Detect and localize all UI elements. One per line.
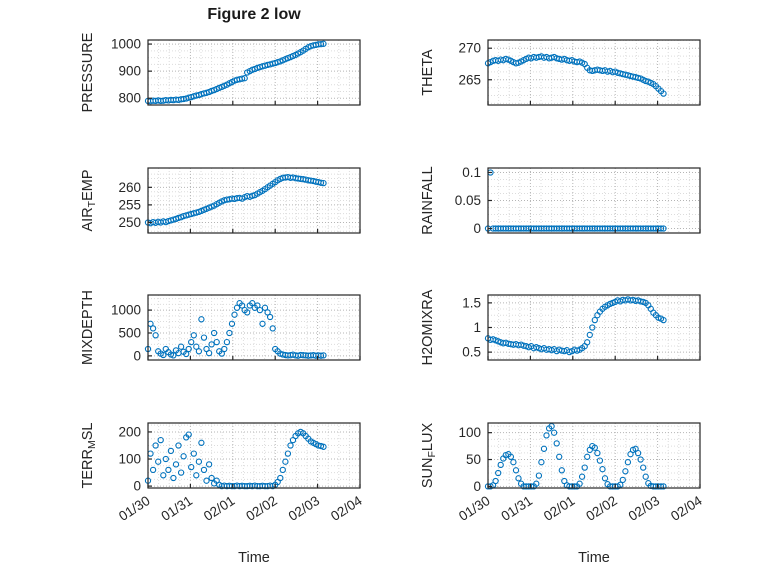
- y-tick-label: 1: [473, 320, 481, 335]
- y-axis-label-pressure: PRESSURE: [80, 32, 96, 112]
- y-tick-label: 100: [118, 452, 141, 467]
- y-axis-label-theta: THETA: [420, 49, 436, 96]
- y-tick-label: 50: [466, 452, 481, 467]
- subplot-rainfall: 0 0.05 0.1 RAINFALL: [420, 165, 701, 236]
- axes-box: [147, 167, 361, 234]
- y-tick-label: 800: [118, 91, 141, 106]
- minor-grid: [148, 423, 360, 488]
- y-tick-label: 265: [458, 72, 481, 87]
- y-tick-label: 0.1: [462, 165, 481, 180]
- figure-title: Figure 2 low: [207, 6, 301, 23]
- y-tick-label: 260: [118, 180, 141, 195]
- subplot-theta: 265 270 THETA: [420, 39, 701, 106]
- tick-marks: [487, 432, 701, 488]
- y-tick-label: 900: [118, 64, 141, 79]
- y-tick-label: 250: [118, 215, 141, 230]
- y-tick-label: 0.5: [462, 345, 481, 360]
- data-markers: [144, 300, 327, 359]
- y-tick-label: 500: [118, 325, 141, 340]
- x-tick-label: 02/02: [583, 493, 620, 524]
- y-tick-label: 0: [473, 221, 481, 236]
- y-axis-label-mixdepth: MIXDEPTH: [80, 290, 96, 365]
- tick-marks: [147, 431, 361, 488]
- x-tick-label: 01/31: [159, 493, 196, 524]
- minor-grid: [488, 168, 700, 233]
- axes-box: [147, 39, 361, 106]
- x-axis-label-right: Time: [578, 550, 610, 566]
- y-tick-label: 1000: [111, 303, 141, 318]
- x-tick-label: 02/01: [541, 493, 578, 524]
- y-tick-label: 270: [458, 41, 481, 56]
- x-tick-label: 01/30: [116, 493, 153, 524]
- y-tick-label: 0: [133, 348, 141, 363]
- x-tick-label: 02/04: [328, 493, 365, 524]
- x-tick-label: 01/31: [499, 493, 536, 524]
- y-tick-label: 0.05: [455, 193, 481, 208]
- axes-box: [147, 422, 361, 489]
- x-axis-label-left: Time: [238, 550, 270, 566]
- tick-marks: [487, 302, 701, 360]
- axes-box: [487, 422, 701, 489]
- y-tick-label: 0: [473, 479, 481, 494]
- x-tick-label: 02/03: [286, 493, 323, 524]
- y-tick-label: 200: [118, 424, 141, 439]
- y-axis-label-sun_flux: SUNFLUX: [420, 423, 438, 489]
- x-tick-label: 02/03: [626, 493, 663, 524]
- data-markers: [484, 423, 667, 490]
- y-axis-label-air_temp: AIRTEMP: [80, 169, 98, 231]
- data-markers: [144, 40, 327, 105]
- tick-marks: [487, 47, 701, 105]
- axes-box: [147, 294, 361, 361]
- y-axis-label-rainfall: RAINFALL: [420, 166, 436, 235]
- x-tick-label: 02/04: [668, 493, 705, 524]
- tick-marks: [147, 309, 361, 360]
- subplot-h2omixra: 0.5 1 1.5 H2OMIXRA: [420, 289, 701, 365]
- data-markers: [484, 53, 667, 97]
- tick-marks: [147, 43, 361, 105]
- minor-grid: [148, 168, 360, 233]
- minor-grid: [148, 40, 360, 106]
- y-tick-label: 1000: [111, 37, 141, 52]
- axes-box: [487, 39, 701, 106]
- data-markers: [144, 173, 327, 227]
- x-tick-label: 01/30: [456, 493, 493, 524]
- y-tick-label: 255: [118, 197, 141, 212]
- y-tick-label: 0: [133, 479, 141, 494]
- data-markers: [484, 296, 667, 356]
- y-tick-label: 100: [458, 425, 481, 440]
- tick-marks: [487, 171, 701, 233]
- y-tick-label: 1.5: [462, 295, 481, 310]
- subplot-air_temp: 250 255 260 AIRTEMP: [80, 167, 361, 234]
- x-tick-label: 02/02: [243, 493, 280, 524]
- data-markers: [484, 169, 667, 232]
- tick-marks: [147, 186, 361, 233]
- y-axis-label-terr_msl: TERRMSL: [80, 423, 98, 489]
- subplot-pressure: 800 900 1000 PRESSURE: [80, 32, 361, 112]
- subplot-mixdepth: 0 500 1000 MIXDEPTH: [80, 290, 361, 365]
- subplot-terr_msl: 0 100 200 01/30 01/31 02/01 02/02 02/03 02/04 TER…: [80, 422, 365, 524]
- subplot-sun_flux: 0 50 100 01/30 01/31 02/01 02/02 02/03 02/04 SUNF…: [420, 422, 705, 524]
- y-axis-label-h2omixra: H2OMIXRA: [420, 289, 436, 365]
- x-tick-label: 02/01: [201, 493, 238, 524]
